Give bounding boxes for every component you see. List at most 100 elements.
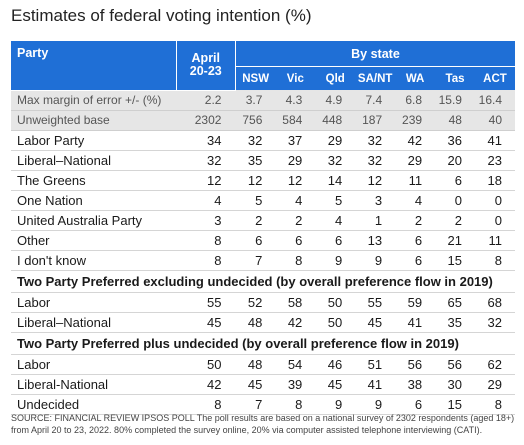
row-label: Labor <box>11 292 177 313</box>
cell-value: 16.4 <box>474 90 515 111</box>
cell-value: 2 <box>435 210 475 231</box>
cell-value: 50 <box>315 312 356 333</box>
cell-value: 448 <box>315 110 356 131</box>
table-body: Max margin of error +/- (%) 2.2 3.7 4.3 4.9 7… <box>11 90 515 415</box>
cell-value: 56 <box>435 354 475 375</box>
cell-value: 29 <box>474 374 515 395</box>
by-state-header: By state <box>235 41 515 67</box>
cell-value: 32 <box>176 150 236 171</box>
page-title: Estimates of federal voting intention (%… <box>11 6 312 25</box>
cell-value: 6 <box>315 230 356 251</box>
state-header-wa: WA <box>395 66 436 90</box>
cell-value: 37 <box>275 130 316 151</box>
cell-value: 45 <box>355 312 396 333</box>
cell-value: 7 <box>235 250 276 271</box>
cell-value: 9 <box>315 394 356 415</box>
cell-value: 36 <box>435 130 475 151</box>
cell-value: 51 <box>355 354 396 375</box>
cell-value: 187 <box>355 110 396 131</box>
cell-value: 20 <box>435 150 475 171</box>
cell-value: 7.4 <box>355 90 396 111</box>
table-row: United Australia Party 3 2 2 4 1 2 2 0 <box>11 210 515 231</box>
section-title: Two Party Preferred plus undecided (by o… <box>11 332 515 355</box>
cell-value: 4 <box>315 210 356 231</box>
cell-value: 0 <box>474 190 515 211</box>
cell-value: 6 <box>395 250 436 271</box>
cell-value: 756 <box>235 110 276 131</box>
section-header-excluding-undecided: Two Party Preferred excluding undecided … <box>11 270 515 293</box>
cell-value: 4 <box>176 190 236 211</box>
cell-value: 68 <box>474 292 515 313</box>
cell-value: 32 <box>315 150 356 171</box>
cell-value: 55 <box>355 292 396 313</box>
cell-value: 2.2 <box>176 90 236 111</box>
cell-value: 11 <box>395 170 436 191</box>
table-row: Other 8 6 6 6 13 6 21 11 <box>11 230 515 251</box>
footnote: SOURCE: FINANCIAL REVIEW IPSOS POLL The … <box>11 413 515 435</box>
cell-value: 8 <box>176 394 236 415</box>
cell-value: 239 <box>395 110 436 131</box>
cell-value: 56 <box>395 354 436 375</box>
cell-value: 6.8 <box>395 90 436 111</box>
cell-value: 23 <box>474 150 515 171</box>
cell-value: 35 <box>235 150 276 171</box>
cell-value: 46 <box>315 354 356 375</box>
table-row: Liberal–National 45 48 42 50 45 41 35 32 <box>11 312 515 333</box>
cell-value: 4 <box>275 190 316 211</box>
table-row: The Greens 12 12 12 14 12 11 6 18 <box>11 170 515 191</box>
cell-value: 7 <box>235 394 276 415</box>
row-label: Liberal–National <box>11 312 177 333</box>
cell-value: 13 <box>355 230 396 251</box>
cell-value: 41 <box>474 130 515 151</box>
table-row: Labor 50 48 54 46 51 56 56 62 <box>11 354 515 375</box>
row-label: United Australia Party <box>11 210 177 231</box>
cell-value: 0 <box>435 190 475 211</box>
cell-value: 45 <box>176 312 236 333</box>
state-header-tas: Tas <box>435 66 475 90</box>
cell-value: 14 <box>315 170 356 191</box>
cell-value: 2 <box>395 210 436 231</box>
section-header-plus-undecided: Two Party Preferred plus undecided (by o… <box>11 332 515 355</box>
cell-value: 9 <box>355 394 396 415</box>
cell-value: 2302 <box>176 110 236 131</box>
cell-value: 32 <box>235 130 276 151</box>
cell-value: 54 <box>275 354 316 375</box>
table-row: Liberal-National 42 45 39 45 41 38 30 29 <box>11 374 515 395</box>
cell-value: 12 <box>275 170 316 191</box>
cell-value: 42 <box>176 374 236 395</box>
row-label: The Greens <box>11 170 177 191</box>
cell-value: 65 <box>435 292 475 313</box>
table-row: I don't know 8 7 8 9 9 6 15 8 <box>11 250 515 271</box>
cell-value: 3 <box>176 210 236 231</box>
voting-intention-table: Party April 20-23 By state NSW Vic Qld SA/NT… <box>11 41 515 415</box>
cell-value: 5 <box>315 190 356 211</box>
state-header-act: ACT <box>474 66 515 90</box>
cell-value: 8 <box>176 250 236 271</box>
cell-value: 5 <box>235 190 276 211</box>
cell-value: 52 <box>235 292 276 313</box>
cell-value: 32 <box>474 312 515 333</box>
cell-value: 3.7 <box>235 90 276 111</box>
cell-value: 2 <box>275 210 316 231</box>
cell-value: 9 <box>355 250 396 271</box>
cell-value: 32 <box>355 150 396 171</box>
cell-value: 8 <box>474 394 515 415</box>
cell-value: 41 <box>355 374 396 395</box>
cell-value: 0 <box>474 210 515 231</box>
cell-value: 8 <box>474 250 515 271</box>
header-row: Party April 20-23 By state <box>11 41 515 91</box>
april-line1: April <box>191 51 221 66</box>
cell-value: 38 <box>395 374 436 395</box>
cell-value: 34 <box>176 130 236 151</box>
cell-value: 6 <box>395 230 436 251</box>
cell-value: 45 <box>315 374 356 395</box>
cell-value: 29 <box>275 150 316 171</box>
cell-value: 584 <box>275 110 316 131</box>
cell-value: 42 <box>395 130 436 151</box>
cell-value: 4 <box>395 190 436 211</box>
cell-value: 3 <box>355 190 396 211</box>
party-column-header: Party <box>11 41 177 91</box>
cell-value: 39 <box>275 374 316 395</box>
cell-value: 48 <box>235 312 276 333</box>
cell-value: 55 <box>176 292 236 313</box>
